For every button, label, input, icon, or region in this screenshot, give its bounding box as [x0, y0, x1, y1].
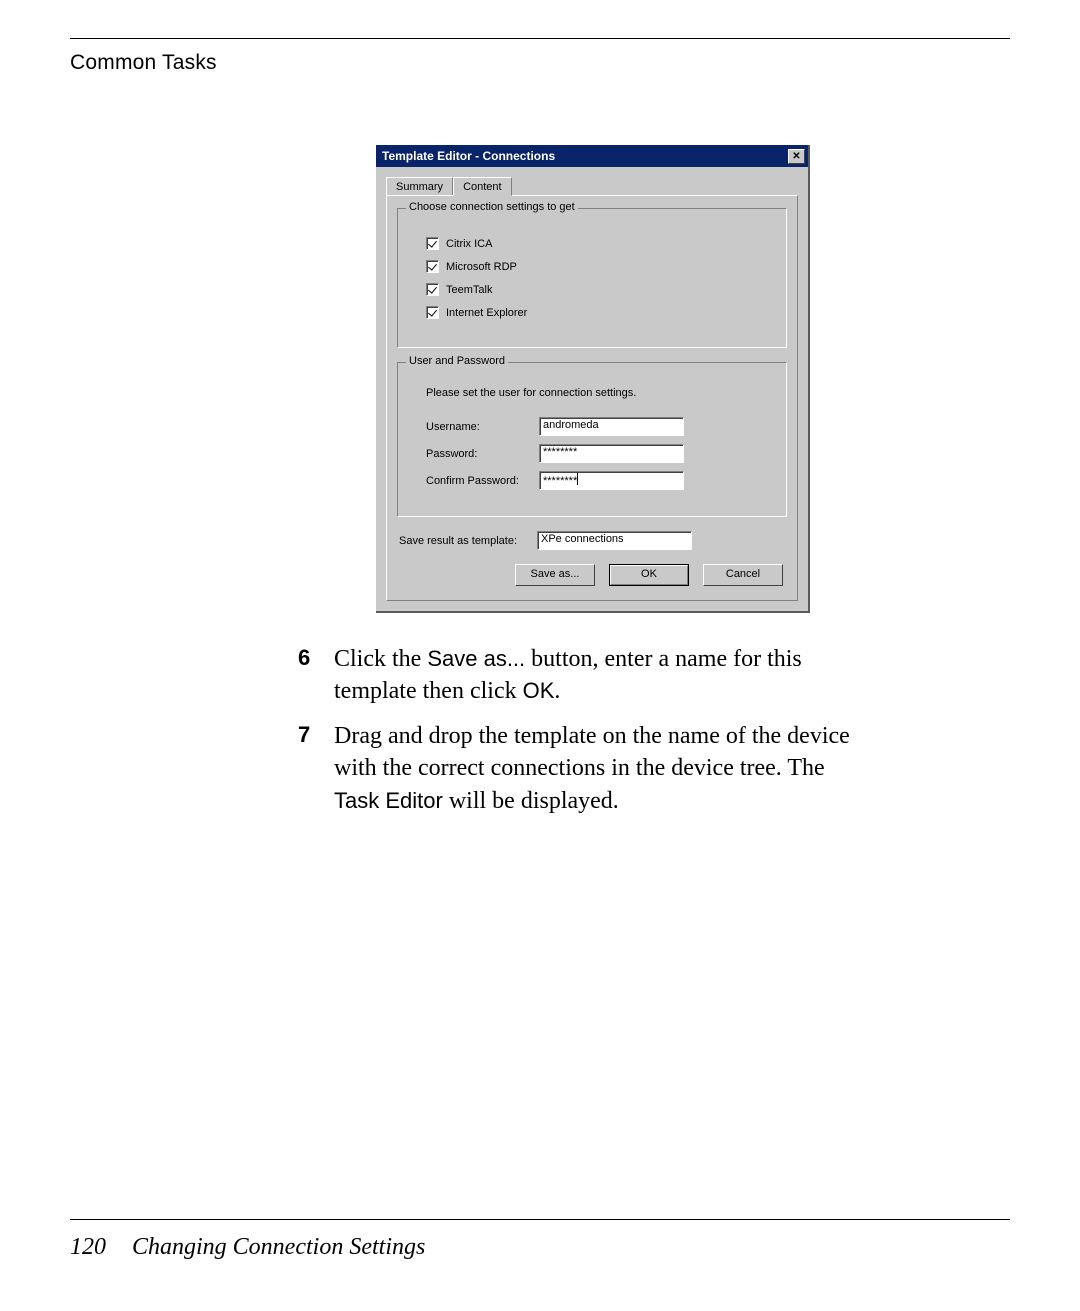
checkbox-citrix[interactable]: [426, 237, 439, 250]
user-password-note: Please set the user for connection setti…: [426, 387, 772, 399]
cancel-button[interactable]: Cancel: [703, 564, 783, 586]
page-footer: 120 Changing Connection Settings: [70, 1219, 1010, 1261]
step7-code1: Task Editor: [334, 788, 443, 813]
ok-button[interactable]: OK: [609, 564, 689, 586]
tab-content[interactable]: Content: [453, 177, 512, 196]
username-label: Username:: [426, 421, 531, 433]
password-label: Password:: [426, 448, 531, 460]
tab-summary[interactable]: Summary: [386, 177, 453, 195]
tabs: Summary Content: [386, 175, 798, 195]
checkbox-row-teemtalk[interactable]: TeemTalk: [426, 283, 772, 296]
page-number: 120: [70, 1234, 106, 1261]
dialog-titlebar: Template Editor - Connections ✕: [376, 145, 808, 167]
dialog-title: Template Editor - Connections: [382, 149, 555, 163]
step6-code2: OK: [523, 678, 555, 703]
checkbox-label-citrix: Citrix ICA: [446, 238, 492, 250]
checkbox-row-ie[interactable]: Internet Explorer: [426, 306, 772, 319]
step7-text1: Drag and drop the template on the name o…: [334, 723, 850, 781]
save-template-label: Save result as template:: [399, 535, 527, 547]
step6-text3: .: [554, 678, 560, 704]
step7-text2: will be displayed.: [443, 788, 619, 814]
bottom-rule: [70, 1219, 1010, 1220]
checkbox-ie[interactable]: [426, 306, 439, 319]
template-editor-dialog: Template Editor - Connections ✕ Summary …: [376, 145, 810, 613]
tab-panel-content: Choose connection settings to get Citrix…: [386, 195, 798, 601]
instruction-list: 6 Click the Save as... button, enter a n…: [70, 643, 1010, 817]
checkbox-label-ie: Internet Explorer: [446, 307, 527, 319]
save-template-input[interactable]: XPe connections: [537, 531, 692, 550]
step-number-6: 6: [298, 643, 316, 708]
top-rule: [70, 38, 1010, 39]
checkbox-row-rdp[interactable]: Microsoft RDP: [426, 260, 772, 273]
fieldset-legend-connections: Choose connection settings to get: [406, 201, 578, 213]
password-input[interactable]: ********: [539, 444, 684, 463]
checkbox-row-citrix[interactable]: Citrix ICA: [426, 237, 772, 250]
username-input[interactable]: andromeda: [539, 417, 684, 436]
step6-code1: Save as...: [427, 646, 525, 671]
checkbox-rdp[interactable]: [426, 260, 439, 273]
confirm-password-input[interactable]: ********: [539, 471, 684, 490]
header-section-label: Common Tasks: [70, 51, 1010, 75]
checkbox-teemtalk[interactable]: [426, 283, 439, 296]
fieldset-connection-settings: Choose connection settings to get Citrix…: [397, 208, 787, 348]
instruction-step-7: 7 Drag and drop the template on the name…: [298, 720, 860, 817]
instruction-step-6: 6 Click the Save as... button, enter a n…: [298, 643, 860, 708]
fieldset-user-password: User and Password Please set the user fo…: [397, 362, 787, 517]
step6-text1: Click the: [334, 646, 427, 672]
checkbox-label-teemtalk: TeemTalk: [446, 284, 492, 296]
footer-section-title: Changing Connection Settings: [132, 1234, 425, 1261]
checkbox-label-rdp: Microsoft RDP: [446, 261, 517, 273]
fieldset-legend-userpass: User and Password: [406, 355, 508, 367]
confirm-password-label: Confirm Password:: [426, 475, 531, 487]
save-as-button[interactable]: Save as...: [515, 564, 595, 586]
close-icon[interactable]: ✕: [788, 149, 805, 164]
step-number-7: 7: [298, 720, 316, 817]
